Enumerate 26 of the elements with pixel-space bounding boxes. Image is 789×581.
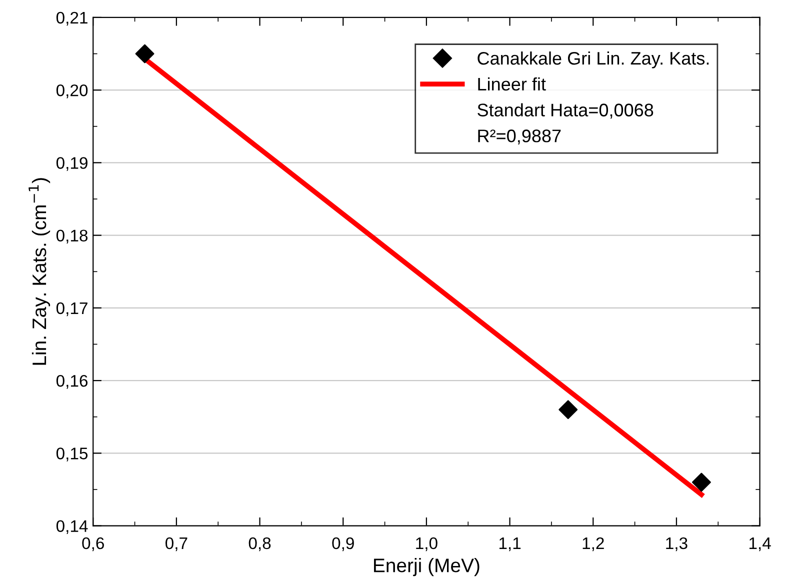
y-tick-label: 0,16	[56, 374, 88, 389]
x-tick-label: 0,6	[82, 537, 104, 552]
annotation: R²=0,9887	[478, 130, 561, 144]
point	[135, 44, 154, 64]
point	[558, 400, 578, 420]
x-tick-label: 0,9	[332, 537, 354, 552]
y-tick-label: 0,17	[56, 302, 88, 316]
y-tick-label: 0,18	[56, 230, 88, 244]
x-tick-label: 0,7	[166, 537, 188, 552]
x-tick-label: 1,1	[499, 538, 521, 552]
legend-label: Canakkale Gri Lin. Zay. Kats.	[478, 51, 709, 68]
x-tick-label: 1,0	[416, 537, 438, 552]
x-tick-label: 1,2	[582, 537, 604, 552]
x-axis-title: Enerji (MeV)	[374, 558, 480, 576]
y-tick-label: 0,21	[56, 12, 88, 26]
legend-label: Lineer fit	[478, 77, 546, 91]
x-tick-label: 1,3	[666, 537, 688, 552]
y-tick-label: 0,20	[56, 84, 88, 98]
x-tick-label: 1,4	[749, 538, 771, 552]
y-tick-label: 0,19	[56, 157, 88, 171]
point	[692, 472, 711, 492]
annotation: Standart Hata=0,0068	[478, 103, 654, 119]
y-tick-label: 0,14	[56, 520, 88, 534]
y-tick-label: 0,15	[56, 448, 88, 462]
x-tick-label: 0,8	[248, 537, 271, 552]
y-axis-title: Lin. Zay. Kats. (cm$^{−1}$)	[28, 178, 50, 365]
